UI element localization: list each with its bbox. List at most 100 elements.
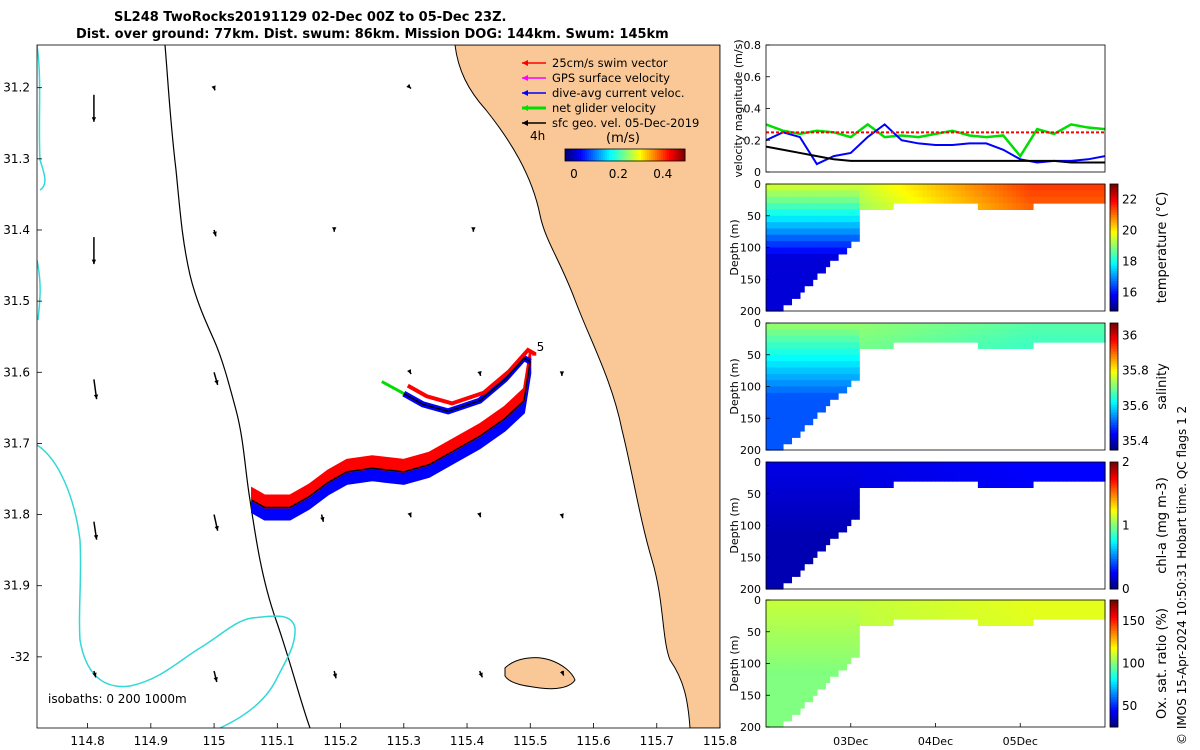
section-cell: [766, 354, 771, 362]
section-colorbar-cell: [1110, 487, 1118, 491]
section-cell: [1041, 468, 1047, 476]
section-cell: [804, 323, 809, 330]
section-cell: [982, 619, 987, 626]
section-cell: [770, 411, 776, 419]
section-colorbar-cell: [1110, 196, 1118, 200]
section-cell: [799, 538, 805, 546]
section-cell: [766, 342, 771, 349]
section-cell: [1028, 474, 1034, 482]
section-cell: [897, 612, 903, 620]
section-cell: [816, 323, 822, 330]
section-cell: [842, 354, 848, 362]
section-cell: [799, 196, 805, 204]
section-cell: [774, 481, 780, 488]
section-cell: [804, 519, 809, 527]
section-cell: [888, 619, 894, 626]
section-cell: [838, 481, 843, 488]
section-cell: [787, 234, 793, 242]
colorbar-cell: [637, 149, 640, 161]
section-cell: [799, 367, 805, 375]
section-cell: [884, 474, 890, 482]
section-cell: [795, 266, 801, 274]
section-cell: [770, 625, 776, 633]
section-cell: [782, 676, 788, 684]
section-cell: [770, 418, 776, 426]
section-cell: [990, 329, 996, 337]
section-cell: [799, 506, 805, 514]
land-mass: [454, 45, 720, 728]
section-cell: [774, 688, 780, 696]
section-cell: [922, 323, 928, 330]
section-cell: [795, 367, 801, 375]
section-cell: [850, 354, 856, 362]
section-cell: [795, 399, 801, 407]
section-cell: [927, 612, 932, 620]
section-cell: [854, 203, 860, 210]
section-cell: [782, 707, 788, 715]
section-cell: [838, 184, 843, 191]
section-cell: [1054, 190, 1059, 198]
section-cell: [905, 474, 911, 482]
section-cell: [846, 373, 852, 381]
section-cell: [977, 323, 983, 330]
section-cell: [791, 291, 797, 299]
section-colorbar-cell: [1110, 711, 1118, 715]
section-cell: [770, 190, 776, 198]
section-cell: [871, 329, 877, 337]
section-cell: [1054, 335, 1059, 343]
section-cell: [1062, 468, 1068, 476]
section-cell: [808, 619, 814, 626]
section-colorbar-cell: [1110, 434, 1118, 438]
section-cell: [787, 196, 793, 204]
section-cell: [816, 196, 822, 204]
section-cell: [838, 606, 843, 614]
section-colorbar-cell: [1110, 625, 1118, 629]
section-colorbar-cell: [1110, 497, 1118, 501]
section-cell: [876, 329, 882, 337]
section-cell: [787, 241, 793, 249]
section-colorbar-cell: [1110, 391, 1118, 395]
section-cell: [795, 380, 801, 388]
section-cell: [766, 720, 771, 728]
section-cell: [804, 474, 809, 482]
section-cell: [1003, 184, 1009, 191]
section-cell: [1016, 612, 1021, 620]
section-cell: [782, 487, 788, 495]
section-cell: [778, 557, 784, 565]
section-colorbar-cell: [1110, 335, 1118, 339]
section-cell: [829, 612, 835, 620]
section-cell: [782, 663, 788, 671]
section-cell: [787, 386, 793, 394]
section-cell: [808, 500, 814, 508]
section-cell: [863, 323, 869, 330]
section-cell: [812, 619, 818, 626]
section-colorbar-cell: [1110, 191, 1118, 195]
section-cell: [787, 323, 793, 330]
section-cell: [770, 234, 776, 242]
section-cell: [1054, 329, 1059, 337]
section-cell: [808, 272, 814, 280]
section-cell: [799, 323, 805, 330]
section-cell: [914, 323, 920, 330]
section-cell: [799, 619, 805, 626]
section-cell: [1016, 468, 1021, 476]
colorbar-cell: [611, 149, 614, 161]
section-colorbar-cell: [1110, 396, 1118, 400]
section-cell: [766, 399, 771, 407]
section-colorbar-cell: [1110, 244, 1118, 248]
section-colorbar-cell: [1110, 505, 1118, 509]
section-cell: [1049, 606, 1055, 614]
section-cell: [901, 606, 907, 614]
section-colorbar-cell: [1110, 257, 1118, 261]
section-cell: [838, 625, 843, 633]
velocity-series-line: [766, 145, 1105, 164]
section-cell: [897, 462, 903, 469]
section-cell: [1071, 606, 1076, 614]
section-cell: [1083, 196, 1089, 204]
section-cell: [770, 323, 776, 330]
section-cell: [770, 260, 776, 268]
colorbar-cell: [613, 149, 616, 161]
colorbar-cell: [673, 149, 676, 161]
section-cell: [867, 184, 873, 191]
section-colorbar-cell: [1110, 270, 1118, 274]
